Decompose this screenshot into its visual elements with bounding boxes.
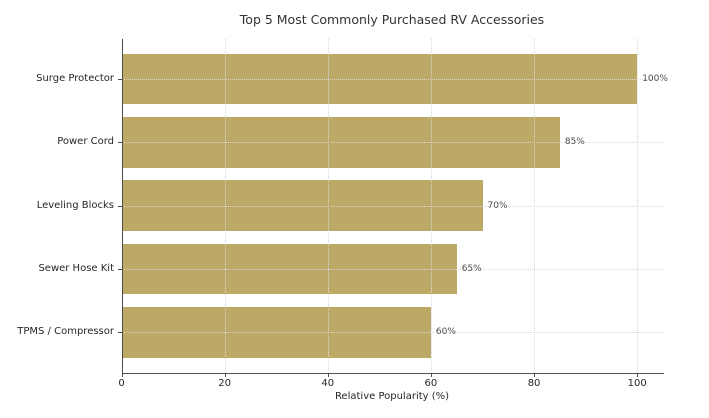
x-tick-mark (224, 372, 226, 377)
y-tick-label: Power Cord (57, 136, 114, 148)
grid-line-horizontal (121, 332, 663, 334)
y-tick-label: Leveling Blocks (36, 199, 114, 211)
x-tick-mark (121, 372, 123, 377)
bar-value-label: 85% (564, 137, 585, 148)
y-tick-mark (117, 205, 122, 207)
chart-title: Top 5 Most Commonly Purchased RV Accesso… (239, 12, 545, 27)
x-tick-mark (430, 372, 432, 377)
x-tick-mark (327, 372, 329, 377)
x-tick-label: 100 (627, 378, 647, 390)
x-tick-mark (534, 372, 536, 377)
x-axis-label: Relative Popularity (%) (334, 391, 450, 402)
y-tick-label: Surge Protector (36, 73, 114, 85)
x-tick-label: 40 (321, 378, 335, 390)
x-tick-label: 20 (218, 378, 231, 390)
bar-value-label: 100% (642, 74, 668, 85)
bar-sewer-hose-kit (121, 243, 457, 295)
y-tick-mark (117, 268, 122, 270)
x-tick-label: 60 (424, 378, 438, 390)
bar-value-label: 70% (487, 200, 508, 211)
y-tick-label: TPMS / Compressor (17, 326, 114, 338)
y-tick-mark (117, 332, 122, 334)
grid-line-horizontal (121, 79, 663, 81)
bar-value-label: 60% (435, 327, 456, 338)
grid-line-horizontal (121, 268, 663, 270)
y-tick-mark (117, 79, 122, 81)
x-tick-label: 80 (527, 378, 541, 390)
y-axis-spine (121, 38, 123, 373)
x-axis-spine (121, 372, 664, 374)
y-tick-mark (117, 142, 122, 144)
grid-line-horizontal (121, 142, 663, 144)
bar-power-cord (121, 117, 560, 168)
y-tick-label: Sewer Hose Kit (38, 262, 114, 274)
x-tick-label: 0 (118, 378, 125, 390)
grid-line-horizontal (121, 205, 663, 207)
bar-value-label: 65% (461, 263, 482, 274)
x-tick-mark (637, 372, 639, 377)
